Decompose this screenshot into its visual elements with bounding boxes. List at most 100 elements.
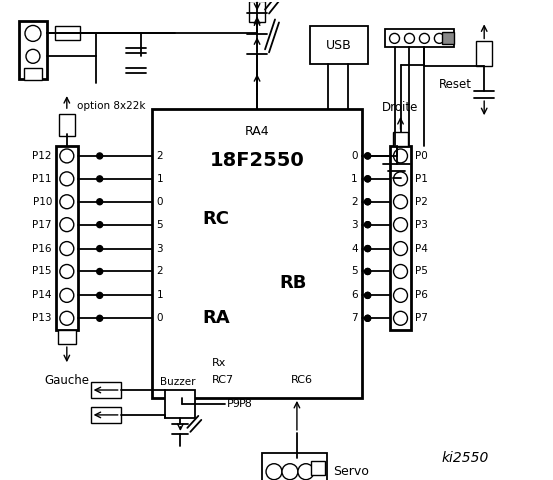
Circle shape <box>60 288 74 302</box>
Bar <box>393 132 409 146</box>
Circle shape <box>97 268 103 275</box>
Text: 0: 0 <box>351 151 358 161</box>
Bar <box>24 68 42 80</box>
Text: 4: 4 <box>351 243 358 253</box>
Circle shape <box>60 264 74 278</box>
Text: P6: P6 <box>415 290 429 300</box>
Text: 1: 1 <box>156 174 163 184</box>
Bar <box>384 29 455 48</box>
Bar <box>389 146 411 330</box>
Circle shape <box>404 34 414 43</box>
Circle shape <box>60 149 74 163</box>
Text: RC: RC <box>202 210 229 228</box>
Text: 3: 3 <box>156 243 163 253</box>
Text: Rx: Rx <box>212 358 227 368</box>
Circle shape <box>364 153 371 159</box>
Circle shape <box>364 199 371 205</box>
Circle shape <box>394 264 408 278</box>
Bar <box>91 407 121 423</box>
Text: 18F2550: 18F2550 <box>210 151 305 170</box>
Text: P1: P1 <box>415 174 429 184</box>
Bar <box>58 330 76 344</box>
Circle shape <box>364 176 371 182</box>
Text: Servo: Servo <box>333 465 369 478</box>
Circle shape <box>434 34 445 43</box>
Bar <box>311 461 325 475</box>
Text: Gauche: Gauche <box>44 373 90 386</box>
Circle shape <box>60 218 74 232</box>
Bar <box>262 453 327 480</box>
Text: P13: P13 <box>33 313 52 324</box>
Text: P0: P0 <box>415 151 428 161</box>
Circle shape <box>298 464 314 480</box>
Text: RC7: RC7 <box>212 375 234 385</box>
Text: RC6: RC6 <box>291 375 313 385</box>
Text: Reset: Reset <box>439 78 472 91</box>
Text: 3: 3 <box>351 220 358 229</box>
Circle shape <box>266 464 282 480</box>
Bar <box>442 33 455 44</box>
Circle shape <box>364 246 371 252</box>
Text: 0: 0 <box>156 197 163 207</box>
Text: P11: P11 <box>33 174 52 184</box>
Circle shape <box>364 268 371 275</box>
Circle shape <box>25 25 41 41</box>
Text: 2: 2 <box>156 266 163 276</box>
Circle shape <box>97 246 103 252</box>
Text: 1: 1 <box>156 290 163 300</box>
Circle shape <box>97 292 103 299</box>
Text: Buzzer: Buzzer <box>160 377 196 387</box>
Circle shape <box>364 315 371 321</box>
Text: Droite: Droite <box>382 101 419 114</box>
Circle shape <box>394 288 408 302</box>
Text: P4: P4 <box>415 243 429 253</box>
Circle shape <box>364 246 371 252</box>
Circle shape <box>97 222 103 228</box>
Circle shape <box>60 195 74 209</box>
Circle shape <box>97 153 103 159</box>
Circle shape <box>97 176 103 182</box>
Text: RA4: RA4 <box>245 124 269 138</box>
Bar <box>476 41 492 66</box>
Text: P10: P10 <box>33 197 52 207</box>
Circle shape <box>364 222 371 228</box>
Circle shape <box>394 241 408 255</box>
Text: option 8x22k: option 8x22k <box>77 101 145 111</box>
Text: USB: USB <box>326 39 352 52</box>
Text: P15: P15 <box>33 266 52 276</box>
Text: RA: RA <box>202 309 230 327</box>
Bar <box>19 22 47 79</box>
Bar <box>91 382 121 398</box>
Text: 7: 7 <box>351 313 358 324</box>
Circle shape <box>394 195 408 209</box>
Circle shape <box>60 241 74 255</box>
Circle shape <box>364 199 371 205</box>
Circle shape <box>60 172 74 186</box>
Circle shape <box>389 34 399 43</box>
Bar <box>59 114 75 136</box>
Text: P12: P12 <box>33 151 52 161</box>
Circle shape <box>394 149 408 163</box>
Text: P9: P9 <box>227 399 241 409</box>
Text: P2: P2 <box>415 197 429 207</box>
Text: 2: 2 <box>156 151 163 161</box>
Text: 1: 1 <box>351 174 358 184</box>
Bar <box>249 0 265 23</box>
Circle shape <box>394 312 408 325</box>
Text: P8: P8 <box>239 399 253 409</box>
Text: P3: P3 <box>415 220 429 229</box>
Text: P14: P14 <box>33 290 52 300</box>
Circle shape <box>364 292 371 299</box>
Circle shape <box>60 312 74 325</box>
Circle shape <box>97 315 103 321</box>
Text: P5: P5 <box>415 266 429 276</box>
Text: P7: P7 <box>415 313 429 324</box>
Circle shape <box>364 153 371 159</box>
Text: 5: 5 <box>156 220 163 229</box>
Circle shape <box>364 222 371 228</box>
Text: P17: P17 <box>33 220 52 229</box>
Bar <box>55 26 80 40</box>
Circle shape <box>364 315 371 321</box>
Circle shape <box>364 176 371 182</box>
Bar <box>153 109 362 398</box>
